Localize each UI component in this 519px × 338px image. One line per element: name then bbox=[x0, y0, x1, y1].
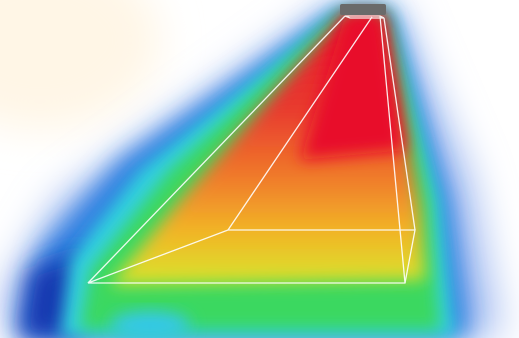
wire-edge bbox=[227, 16, 373, 231]
pale-glow bbox=[0, 0, 160, 130]
light-fixture bbox=[340, 4, 386, 15]
cyan-spot bbox=[110, 311, 190, 338]
wireframe bbox=[87, 15, 416, 284]
wire-edge bbox=[383, 17, 416, 231]
wire-edge bbox=[379, 15, 406, 284]
wire-edge bbox=[87, 15, 346, 284]
red-core bbox=[300, 14, 405, 160]
